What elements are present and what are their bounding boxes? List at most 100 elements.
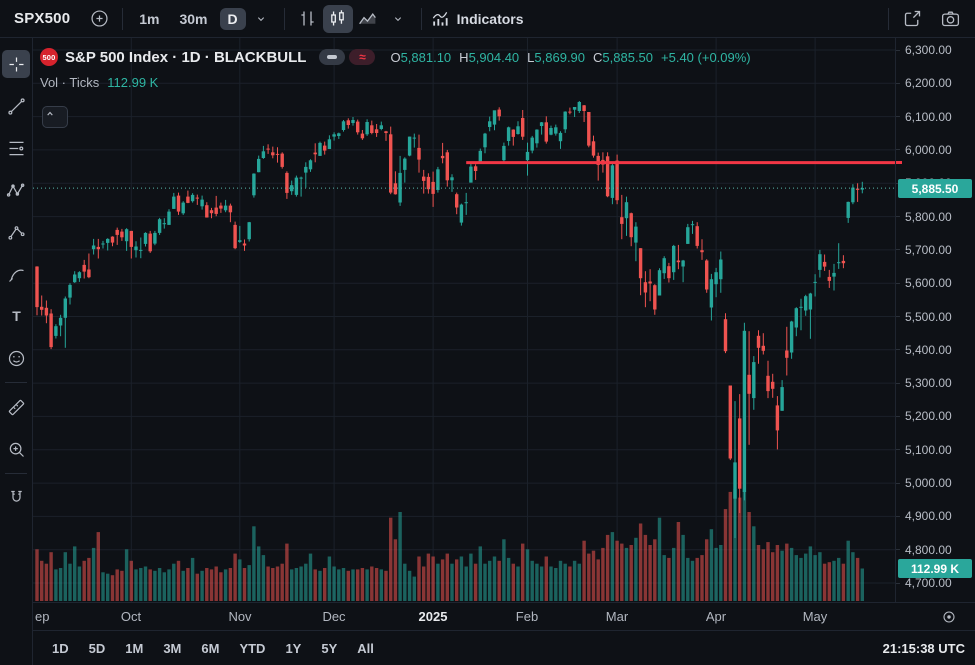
price-axis-tick: [896, 50, 900, 51]
price-axis-label: 5,600.00: [905, 276, 952, 290]
interval-dropdown-button[interactable]: [246, 5, 276, 33]
tool-magnet[interactable]: [2, 477, 30, 519]
bar-chart-style-icon: [301, 11, 314, 26]
price-axis-label: 4,900.00: [905, 509, 952, 523]
forecast-icon: [7, 225, 25, 240]
axis-settings-button[interactable]: [939, 607, 959, 627]
top-toolbar: SPX500 1m 30m D Indicators: [0, 0, 975, 38]
price-axis-tick: [896, 216, 900, 217]
price-axis-tick: [896, 549, 900, 550]
interval-button-D[interactable]: D: [219, 7, 246, 30]
brush-icon: [8, 269, 24, 282]
indicators-icon: [432, 11, 448, 26]
price-axis-tick: [896, 383, 900, 384]
price-axis-tick: [896, 249, 900, 250]
ohlc-readout: O5,881.10 H5,904.40 L5,869.90 C5,885.50 …: [390, 49, 751, 65]
price-axis[interactable]: 6,300.006,200.006,100.006,000.005,900.00…: [895, 38, 975, 602]
time-axis-label-2025: 2025: [418, 609, 448, 624]
volume-label: Vol · Ticks: [40, 75, 100, 90]
date-range-group: 1D 5D 1M 3M 6M YTD 1Y 5Y All: [45, 638, 381, 659]
range-button-All[interactable]: All: [357, 640, 374, 656]
tool-forecast[interactable]: [2, 211, 30, 253]
tool-emoji[interactable]: [2, 337, 30, 379]
price-axis-label: 5,200.00: [905, 409, 952, 423]
trend-line-icon: [7, 97, 25, 115]
legend-title[interactable]: S&P 500 Index · 1D · BLACKBULL: [65, 48, 307, 66]
tool-brush[interactable]: [2, 253, 30, 295]
price-axis-tick: [896, 516, 900, 517]
area-chart-style-button[interactable]: [353, 5, 383, 33]
ruler-icon: [8, 399, 24, 415]
price-axis-tick: [896, 416, 900, 417]
price-axis-tick: [896, 116, 900, 117]
bottom-bar: 1D 5D 1M 3M 6M YTD 1Y 5Y All 21:15:38 UTC: [33, 630, 975, 665]
price-axis-tick: [896, 149, 900, 150]
price-axis-tick: [896, 83, 900, 84]
bar-chart-style-button[interactable]: [293, 5, 323, 33]
legend-approximation-toggle[interactable]: ≈: [349, 49, 376, 65]
range-button-5Y[interactable]: 5Y: [321, 640, 338, 656]
price-axis-label: 6,300.00: [905, 43, 952, 57]
toolbar-separator: [122, 7, 124, 30]
range-button-6M[interactable]: 6M: [201, 640, 220, 656]
price-axis-label: 5,300.00: [905, 376, 952, 390]
interval-button-1m[interactable]: 1m: [139, 10, 160, 27]
legend-collapse-button[interactable]: [42, 106, 68, 128]
price-axis-label: 5,000.00: [905, 476, 952, 490]
volume-value: 112.99 K: [107, 75, 159, 90]
chevron-down-icon: [257, 16, 264, 21]
indicators-label: Indicators: [456, 10, 524, 27]
tool-trend-line[interactable]: [2, 85, 30, 127]
tool-fib-retracement[interactable]: [2, 127, 30, 169]
tool-xabcd-pattern[interactable]: [2, 169, 30, 211]
dash-icon: [327, 55, 338, 59]
candlestick-chart[interactable]: [33, 38, 895, 602]
time-axis-label-May: May: [802, 609, 828, 624]
chart-style-dropdown-button[interactable]: [383, 5, 413, 33]
svg-text:T: T: [12, 307, 21, 323]
magnet-icon: [10, 490, 22, 502]
price-axis-tick: [896, 349, 900, 350]
price-axis-tick: [896, 449, 900, 450]
candlestick-style-button[interactable]: [322, 4, 353, 33]
chevron-down-icon: [394, 16, 401, 21]
price-axis-label: 4,700.00: [905, 576, 952, 590]
price-axis-tick: [896, 583, 900, 584]
snapshot-button[interactable]: [935, 5, 965, 33]
price-axis-tick: [896, 316, 900, 317]
price-axis-tick: [896, 283, 900, 284]
interval-button-30m[interactable]: 30m: [179, 10, 208, 27]
drawing-tools-sidebar: T: [0, 38, 33, 665]
legend-visibility-toggle[interactable]: [319, 49, 346, 65]
chart-pane[interactable]: 500 S&P 500 Index · 1D · BLACKBULL ≈ O5,…: [33, 38, 895, 602]
symbol-label[interactable]: SPX500: [14, 10, 71, 27]
close-value: 5,885.50: [602, 49, 654, 65]
tool-text[interactable]: T: [2, 295, 30, 337]
range-button-1Y[interactable]: 1Y: [285, 640, 302, 656]
interval-group: 1m 30m D: [131, 7, 246, 30]
tool-measure[interactable]: [2, 386, 30, 428]
plus-circle-icon: [91, 10, 108, 27]
sidebar-separator: [5, 382, 27, 383]
low-value: 5,869.90: [534, 49, 586, 65]
volume-badge: 112.99 K: [898, 559, 972, 578]
range-button-YTD[interactable]: YTD: [239, 640, 266, 656]
sidebar-separator: [5, 473, 27, 474]
range-button-1D[interactable]: 1D: [52, 640, 69, 656]
time-axis-label-Dec: Dec: [322, 609, 346, 624]
time-axis-label-Mar: Mar: [605, 609, 629, 624]
time-axis[interactable]: ep Oct Nov Dec 2025 Feb Mar Apr May: [33, 602, 975, 630]
range-button-3M[interactable]: 3M: [163, 640, 182, 656]
candlestick-style-icon: [331, 10, 344, 26]
tool-zoom-in[interactable]: [2, 428, 30, 470]
range-button-5D[interactable]: 5D: [88, 640, 106, 656]
compare-add-symbol-button[interactable]: [84, 5, 114, 33]
tool-crosshair[interactable]: [2, 43, 30, 85]
clock[interactable]: 21:15:38 UTC: [882, 640, 965, 656]
range-button-1M[interactable]: 1M: [125, 640, 144, 656]
time-axis-label-Feb: Feb: [515, 609, 539, 624]
indicators-button[interactable]: Indicators: [430, 9, 524, 29]
price-axis-label: 6,000.00: [905, 143, 952, 157]
open-in-new-window-button[interactable]: [897, 5, 927, 33]
